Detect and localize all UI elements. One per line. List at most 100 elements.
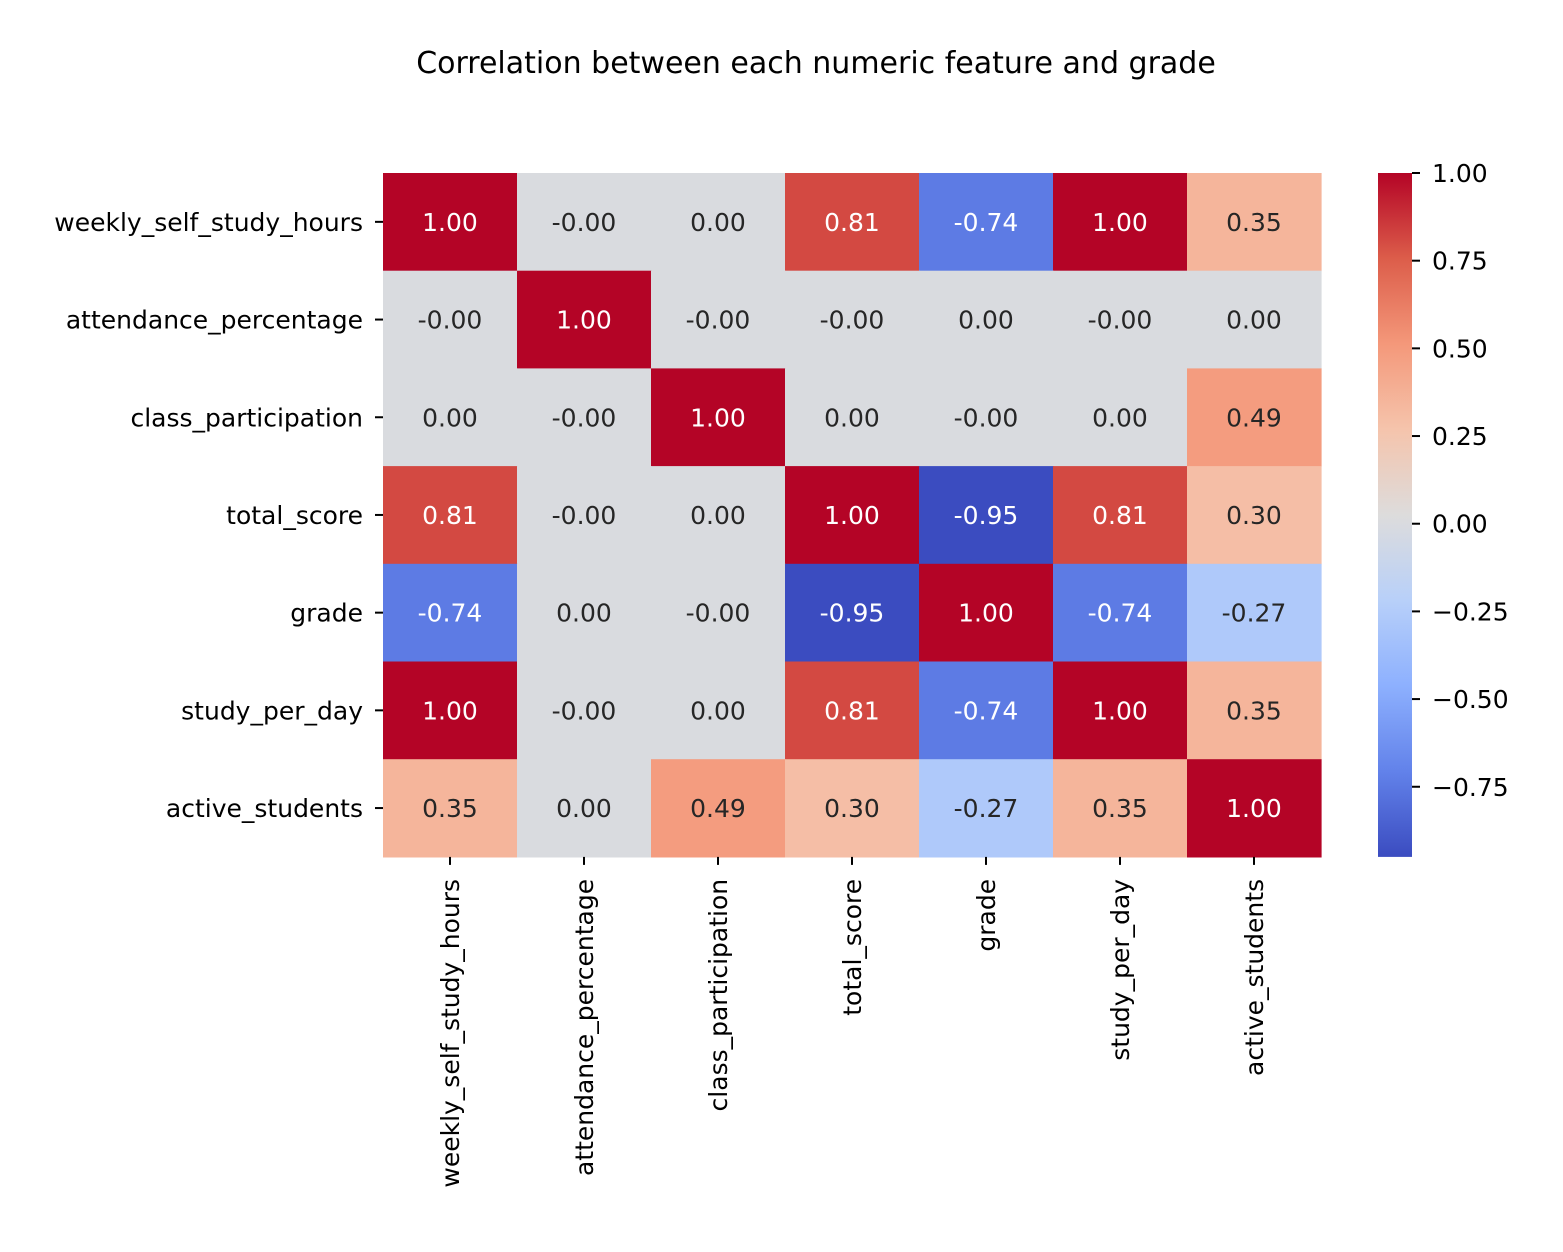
- heatmap-cell: [1187, 466, 1322, 565]
- heatmap-cell: [1053, 661, 1188, 760]
- heatmap-cell: [919, 661, 1054, 760]
- heatmap-cell: [383, 368, 518, 467]
- cell-value-label: 1.00: [556, 306, 612, 335]
- cell-value-label: -0.74: [954, 208, 1019, 237]
- cell-value-label: 1.00: [690, 403, 746, 432]
- cell-value-label: 0.30: [1226, 501, 1282, 530]
- heatmap-cell: [383, 563, 518, 663]
- cell-value-label: -0.00: [552, 403, 617, 432]
- cell-value-label: 0.00: [422, 403, 478, 432]
- heatmap-cell: [919, 759, 1054, 858]
- cell-value-label: 0.00: [958, 306, 1014, 335]
- heatmap-cell: [651, 759, 786, 858]
- heatmap-cell: [785, 661, 920, 760]
- cell-value-label: -0.74: [954, 696, 1019, 725]
- heatmap-cell: [517, 368, 652, 467]
- heatmap-cell: [1053, 173, 1188, 272]
- heatmap-cell: [1053, 368, 1188, 467]
- y-tick-label: active_students: [166, 794, 363, 823]
- heatmap-cell: [785, 173, 920, 272]
- cell-value-label: 1.00: [1226, 794, 1282, 823]
- heatmap-cell: [517, 563, 652, 663]
- cell-value-label: 0.81: [824, 208, 880, 237]
- cell-value-label: 0.81: [422, 501, 478, 530]
- cell-value-label: -0.27: [954, 794, 1019, 823]
- colorbar-tick-label: −0.75: [1432, 773, 1509, 802]
- cell-value-label: -0.27: [1222, 599, 1287, 628]
- heatmap-cell: [1053, 466, 1188, 565]
- colorbar-tick-label: 0.50: [1432, 334, 1488, 363]
- cell-value-label: -0.00: [686, 599, 751, 628]
- heatmap-cell: [383, 759, 518, 858]
- cell-value-label: -0.00: [820, 306, 885, 335]
- heatmap-cell: [919, 173, 1054, 272]
- heatmap-cell: [517, 759, 652, 858]
- x-tick-label: class_participation: [704, 879, 733, 1112]
- cell-value-label: -0.00: [1088, 306, 1153, 335]
- cell-value-label: 0.49: [1226, 403, 1282, 432]
- cell-value-label: 0.00: [690, 208, 746, 237]
- x-tick-label: grade: [972, 879, 1001, 952]
- cell-value-label: 0.81: [824, 696, 880, 725]
- cell-value-label: -0.00: [954, 403, 1019, 432]
- heatmap-cell: [651, 563, 786, 663]
- cell-value-label: -0.95: [954, 501, 1019, 530]
- heatmap-cells: 1.00 -0.00 0.00 0.81 -0.74 1.00 0.35 -0.00 1.00 -…: [383, 173, 1322, 858]
- heatmap-cell: [383, 466, 518, 565]
- heatmap-cell: [1187, 368, 1322, 467]
- x-tick-label: weekly_self_study_hours: [436, 879, 465, 1188]
- heatmap-cell: [651, 368, 786, 467]
- x-tick-label: study_per_day: [1106, 879, 1135, 1061]
- heatmap-cell: [785, 270, 920, 369]
- cell-value-label: -0.74: [1088, 599, 1153, 628]
- cell-value-label: 0.35: [1226, 696, 1282, 725]
- colorbar: 1.00 0.75 0.50 0.25 0.00 −0.25 −0.50 −0.75: [1378, 159, 1509, 857]
- heatmap-cell: [1187, 270, 1322, 369]
- cell-value-label: 1.00: [1092, 696, 1148, 725]
- cell-value-label: 1.00: [1092, 208, 1148, 237]
- cell-value-label: -0.00: [552, 208, 617, 237]
- y-tick-label: study_per_day: [181, 696, 363, 725]
- cell-value-label: 0.30: [824, 794, 880, 823]
- y-tick-label: class_participation: [130, 403, 363, 432]
- heatmap-cell: [919, 368, 1054, 467]
- cell-value-label: -0.00: [552, 501, 617, 530]
- cell-value-label: -0.74: [418, 599, 483, 628]
- cell-value-label: 0.00: [690, 501, 746, 530]
- cell-value-label: 0.00: [556, 794, 612, 823]
- heatmap-cell: [651, 270, 786, 369]
- y-axis-ticks: weekly_self_study_hours attendance_percen…: [54, 208, 383, 823]
- colorbar-tick-label: 0.00: [1432, 510, 1488, 539]
- heatmap-cell: [651, 466, 786, 565]
- heatmap-cell: [919, 563, 1054, 663]
- colorbar-tick-label: 0.25: [1432, 422, 1488, 451]
- chart-title: Correlation between each numeric feature…: [416, 46, 1216, 81]
- y-tick-label: grade: [290, 599, 363, 628]
- heatmap-cell: [383, 661, 518, 760]
- colorbar-tick-label: −0.50: [1432, 685, 1509, 714]
- heatmap-cell: [1187, 759, 1322, 858]
- colorbar-tick-label: −0.25: [1432, 597, 1509, 626]
- cell-value-label: 0.81: [1092, 501, 1148, 530]
- cell-value-label: 0.00: [690, 696, 746, 725]
- x-tick-label: active_students: [1240, 879, 1269, 1076]
- x-axis-ticks: weekly_self_study_hours attendance_percen…: [436, 856, 1269, 1188]
- heatmap-cell: [1187, 661, 1322, 760]
- heatmap-cell: [1187, 173, 1322, 272]
- cell-value-label: -0.00: [552, 696, 617, 725]
- colorbar-gradient: [1378, 173, 1412, 857]
- heatmap-cell: [517, 466, 652, 565]
- heatmap-cell: [383, 173, 518, 272]
- cell-value-label: -0.00: [418, 306, 483, 335]
- heatmap-cell: [651, 661, 786, 760]
- cell-value-label: 1.00: [958, 599, 1014, 628]
- heatmap-cell: [1187, 563, 1322, 663]
- heatmap-cell: [785, 466, 920, 565]
- heatmap-cell: [517, 270, 652, 369]
- heatmap-cell: [785, 759, 920, 858]
- heatmap-cell: [919, 270, 1054, 369]
- heatmap-cell: [1053, 563, 1188, 663]
- y-tick-label: weekly_self_study_hours: [54, 208, 363, 237]
- cell-value-label: 0.00: [556, 599, 612, 628]
